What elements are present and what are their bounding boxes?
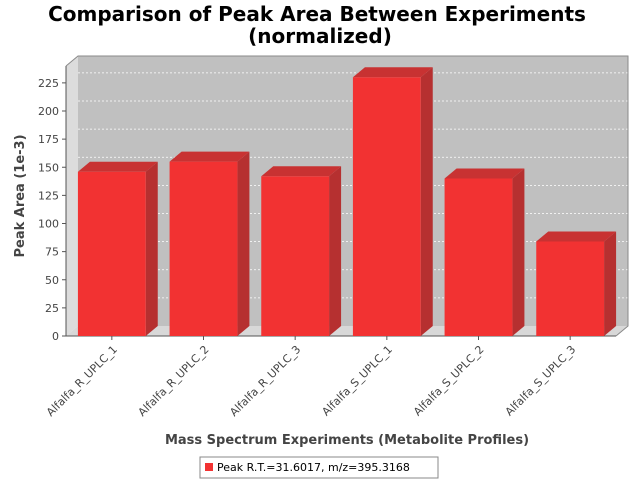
x-tick-label: Alfalfa_R_UPLC_3: [227, 343, 303, 419]
x-tick-label: Alfalfa_S_UPLC_2: [411, 343, 487, 419]
chart-title-line-2: (normalized): [248, 24, 392, 48]
bar-side: [145, 161, 158, 336]
y-tick-label: 175: [38, 133, 59, 146]
y-tick-label: 0: [52, 330, 59, 343]
bar-side: [420, 67, 433, 336]
bar-side: [512, 168, 525, 336]
bar: [352, 77, 421, 336]
bar-top: [444, 168, 525, 179]
legend-box: [199, 456, 439, 479]
bar-top: [352, 67, 433, 78]
plot-left-wall: [66, 56, 78, 336]
bar-side: [237, 151, 250, 336]
bar: [261, 176, 330, 336]
bar: [536, 241, 605, 336]
legend-swatch: [205, 463, 213, 471]
bar-side: [604, 231, 617, 336]
x-tick-label: Alfalfa_R_UPLC_1: [44, 343, 120, 419]
legend-series-label: Peak R.T.=31.6017, m/z=395.3168: [217, 461, 410, 474]
plot-outline: [65, 55, 629, 337]
chart-title-line-1: Comparison of Peak Area Between Experime…: [48, 2, 586, 26]
bar-top: [77, 161, 158, 172]
bar-side: [329, 166, 342, 336]
y-tick-label: 225: [38, 77, 59, 90]
x-tick-label: Alfalfa_S_UPLC_3: [503, 343, 579, 419]
y-tick-label: 75: [45, 246, 59, 259]
legend: Peak R.T.=31.6017, m/z=395.3168: [199, 456, 439, 479]
y-tick-label: 25: [45, 302, 59, 315]
bar: [77, 171, 146, 336]
x-tick-label: Alfalfa_R_UPLC_2: [136, 343, 212, 419]
x-tick-label: Alfalfa_S_UPLC_1: [319, 343, 395, 419]
y-axis-title: Peak Area (1e-3): [13, 134, 28, 257]
bar-top: [261, 166, 342, 177]
bar-top: [536, 231, 617, 242]
bar: [444, 178, 513, 336]
bar: [169, 161, 238, 336]
y-tick-label: 150: [38, 161, 59, 174]
y-tick-label: 200: [38, 105, 59, 118]
y-tick-label: 50: [45, 274, 59, 287]
y-tick-label: 100: [38, 218, 59, 231]
bar-top: [169, 151, 250, 162]
plot-area: 0 25 50 75 100 125 150 175 200 225 Alfalfa_R_UPLC_…: [38, 55, 629, 419]
x-axis-title: Mass Spectrum Experiments (Metabolite Pr…: [165, 433, 529, 448]
y-tick-label: 125: [38, 189, 59, 202]
